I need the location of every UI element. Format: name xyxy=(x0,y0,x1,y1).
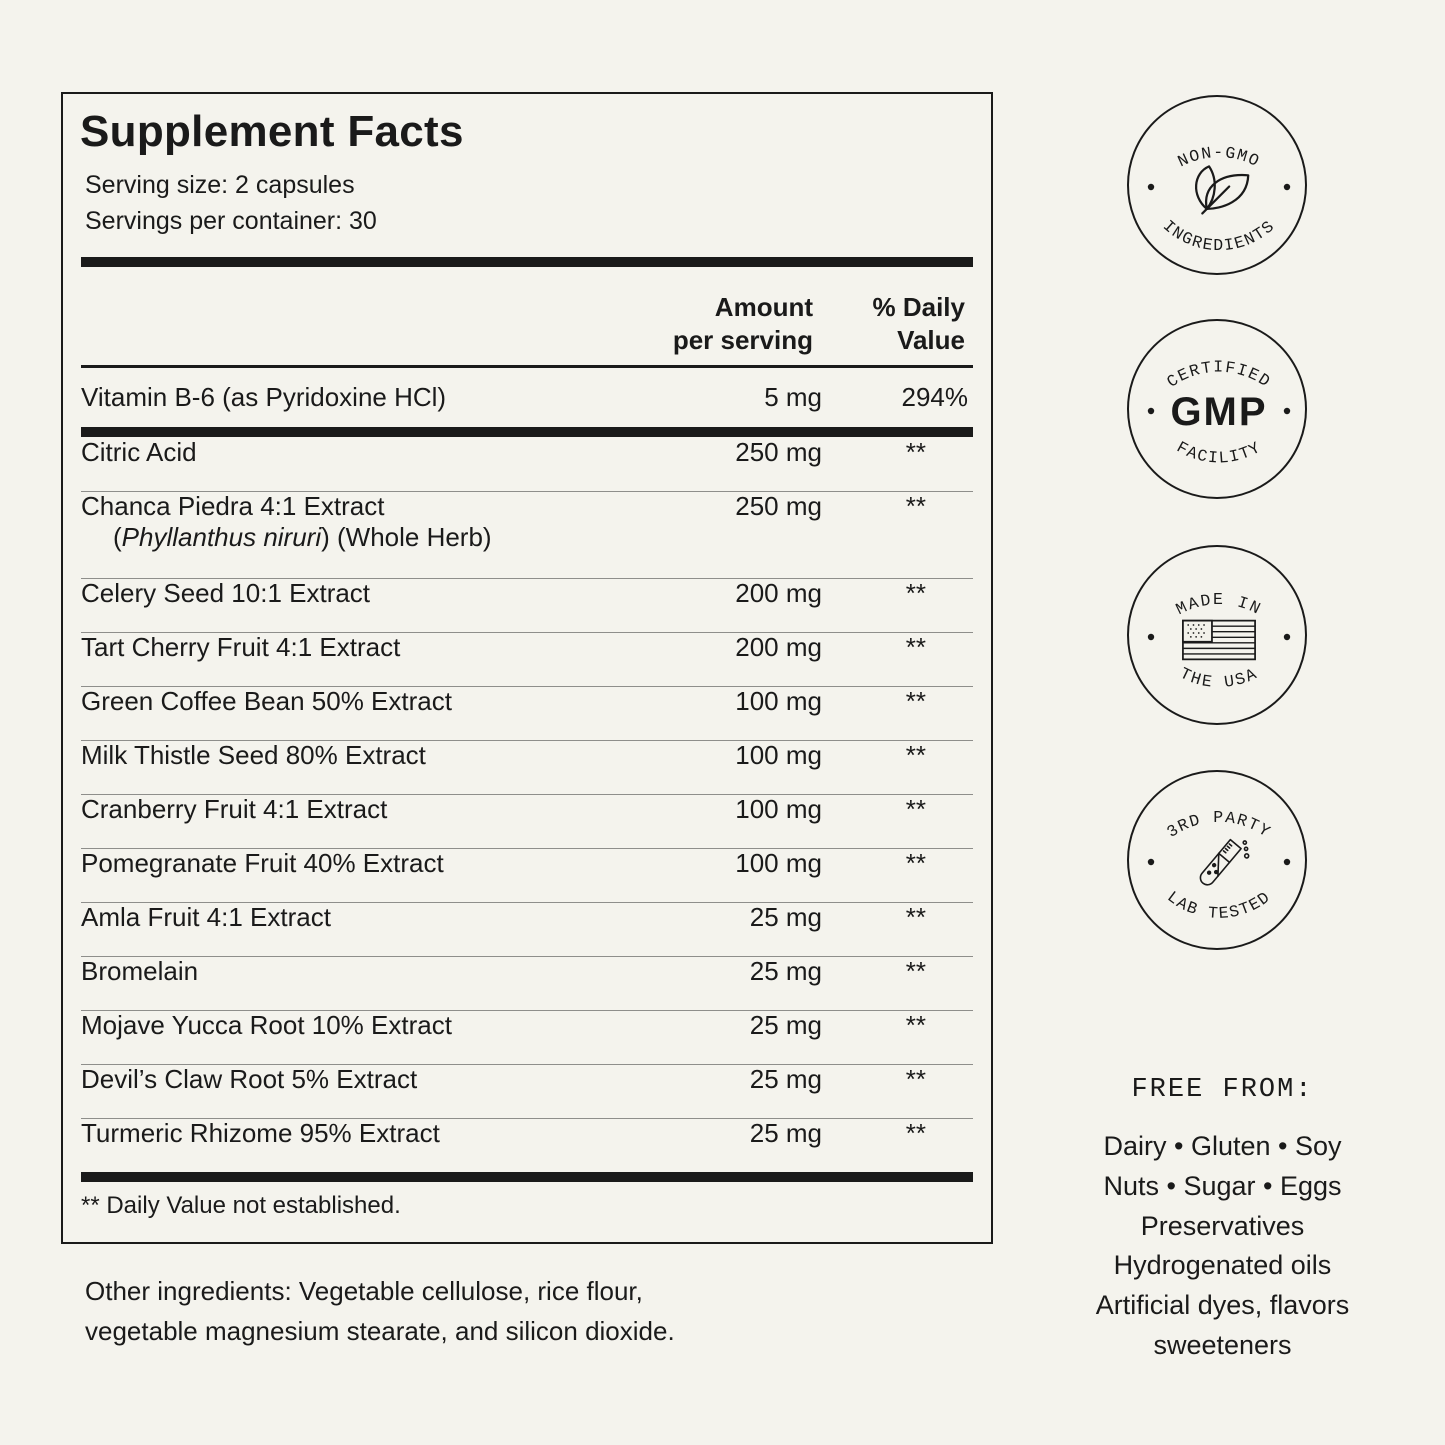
svg-text:CERTIFIED: CERTIFIED xyxy=(1163,358,1274,392)
svg-text:NON-GMO: NON-GMO xyxy=(1175,143,1263,171)
svg-text:THE USA: THE USA xyxy=(1177,664,1261,692)
svg-text:LAB TESTED: LAB TESTED xyxy=(1164,887,1275,923)
svg-text:GMP: GMP xyxy=(1170,390,1267,434)
svg-text:INGREDIENTS: INGREDIENTS xyxy=(1159,216,1279,255)
svg-text:FACILITY: FACILITY xyxy=(1173,438,1264,468)
svg-text:3RD PARTY: 3RD PARTY xyxy=(1163,808,1274,842)
svg-text:MADE IN: MADE IN xyxy=(1173,590,1265,619)
